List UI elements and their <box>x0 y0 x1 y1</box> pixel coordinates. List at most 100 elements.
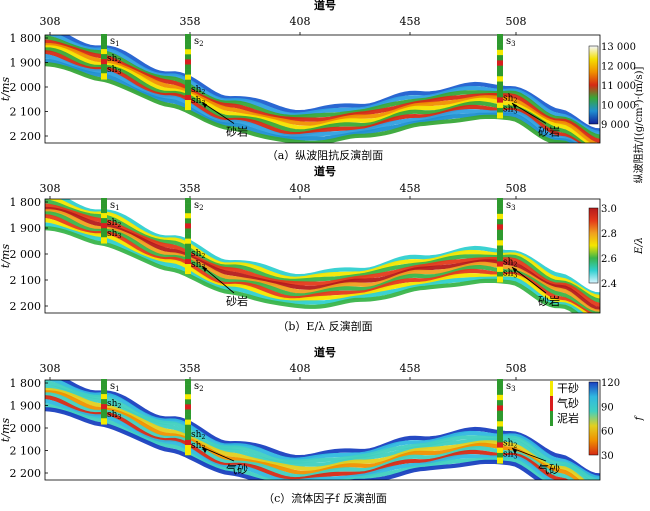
well-log-segment <box>185 264 191 270</box>
well-log-segment <box>185 439 191 446</box>
well-log-segment <box>101 44 107 50</box>
horizon-label-a-s3-sh3: sh3 <box>503 104 517 115</box>
well-log-segment <box>185 84 191 91</box>
well-log-segment <box>497 219 503 225</box>
well-log-segment <box>497 224 503 230</box>
colorbar-tick-a-5: 9 000 <box>601 120 630 131</box>
well-log-segment <box>497 55 503 61</box>
trace-tick-b-358: 358 <box>180 182 201 195</box>
time-tick-a-4: 2 100 <box>10 106 42 119</box>
trace-tick-c-458: 458 <box>400 362 421 375</box>
annotation-arrow-a-1 <box>201 101 235 124</box>
horizon-label-a-s2-sh2: sh2 <box>191 85 205 96</box>
well-log-segment <box>101 39 107 45</box>
well-log-segment <box>497 261 503 267</box>
colorbar-b <box>588 207 599 284</box>
trace-axis-title-c: 道号 <box>314 345 336 359</box>
well-log-bottom <box>101 237 107 244</box>
horizon-label-b-s2-sh2: sh2 <box>191 249 205 260</box>
annotation-a-2: 砂岩 <box>538 124 560 138</box>
section-layer-b-9 <box>45 217 589 313</box>
horizon-label-b-s1-sh2: sh2 <box>107 218 121 229</box>
well-log-segment <box>101 59 107 65</box>
colorbar-tick-b-1: 3.0 <box>601 204 617 215</box>
well-log-segment <box>185 399 191 405</box>
well-log-segment <box>185 379 191 385</box>
well-a-s2: s2sh2sh3 <box>185 34 205 111</box>
colorbar-tick-c-4: 30 <box>601 451 614 462</box>
well-log-segment <box>497 266 503 273</box>
well-log-segment <box>185 208 191 214</box>
well-log-segment <box>185 409 191 415</box>
horizon-label-c-s3-sh3: sh3 <box>503 449 517 460</box>
well-log-segment <box>185 384 191 390</box>
well-log-segment <box>185 49 191 55</box>
annotation-arrow-c-1 <box>201 446 235 462</box>
well-log-segment <box>497 250 503 257</box>
well-log-bottom <box>185 268 191 275</box>
well-log-segment <box>497 70 503 77</box>
well-log-segment <box>497 92 503 98</box>
time-tick-c-4: 2 100 <box>10 445 42 458</box>
well-name-b-s1: s1 <box>110 200 120 212</box>
well-log-segment <box>497 102 503 109</box>
legend-swatch-3 <box>550 411 553 426</box>
well-log-segment <box>497 81 503 88</box>
well-log-segment <box>101 203 107 209</box>
well-log-bottom <box>101 73 107 80</box>
well-log-bottom <box>185 449 191 456</box>
annotation-arrowhead-c-2 <box>512 448 517 455</box>
colorbar-tick-a-1: 13 000 <box>601 42 636 53</box>
well-log-segment <box>101 389 107 395</box>
well-log-segment <box>185 89 191 96</box>
well-log-segment <box>101 34 107 40</box>
well-log-segment <box>497 76 503 82</box>
trace-tick-a-408: 408 <box>290 15 311 28</box>
colorbar-title-a: 纵波阻抗/[(g/cm³)·(m/s)] <box>632 67 645 184</box>
well-log-segment <box>101 414 107 420</box>
trace-tick-a-508: 508 <box>506 15 527 28</box>
horizon-label-a-s1-sh2: sh2 <box>107 54 121 65</box>
annotation-arrowhead-c-1 <box>202 447 207 454</box>
well-log-segment <box>101 228 107 234</box>
well-name-c-s3: s3 <box>506 381 516 393</box>
horizon-label-b-s3-sh3: sh3 <box>503 268 517 279</box>
section-layer-b-7 <box>45 211 600 313</box>
well-log-segment <box>497 256 503 262</box>
colorbar-tick-c-1: 120 <box>601 378 620 389</box>
well-log-segment <box>185 243 191 250</box>
trace-axis-title-a: 道号 <box>314 0 336 12</box>
annotation-b-1: 砂岩 <box>226 294 248 308</box>
time-tick-b-4: 2 100 <box>10 274 42 287</box>
caption-b: （b）E/λ 反演剖面 <box>277 320 373 333</box>
annotation-arrowhead-b-2 <box>512 267 517 274</box>
well-log-segment <box>497 271 503 278</box>
well-name-c-s2: s2 <box>194 381 204 393</box>
trace-tick-c-308: 308 <box>40 362 61 375</box>
horizon-label-c-s3-sh2: sh2 <box>503 438 517 449</box>
well-log-segment <box>101 208 107 214</box>
well-log-segment <box>185 44 191 50</box>
well-log-segment <box>185 424 191 431</box>
well-log-segment <box>497 400 503 406</box>
trace-tick-a-458: 458 <box>400 15 421 28</box>
inversion-section-b <box>45 199 600 313</box>
section-frame-b <box>44 198 601 314</box>
time-tick-c-2: 1 900 <box>10 400 42 413</box>
well-log-segment <box>185 434 191 441</box>
section-layer-b-3 <box>45 199 600 303</box>
well-log-segment <box>185 64 191 70</box>
well-log-segment <box>101 379 107 385</box>
well-log-segment <box>185 39 191 45</box>
well-log-segment <box>497 107 503 114</box>
well-log-segment <box>185 100 191 106</box>
trace-tick-b-308: 308 <box>40 182 61 195</box>
well-log-bottom <box>497 112 503 119</box>
well-log-segment <box>497 437 503 443</box>
trace-tick-c-508: 508 <box>506 362 527 375</box>
